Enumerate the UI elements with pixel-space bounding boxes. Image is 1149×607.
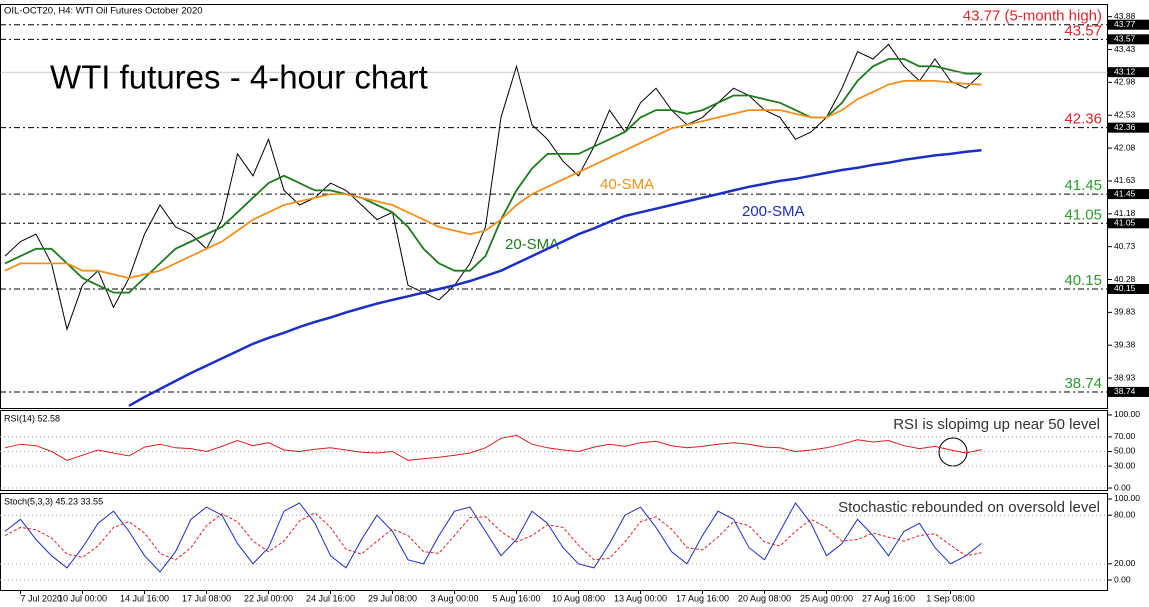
y-tick-label: 30.00	[1114, 460, 1136, 470]
axis-level-value: 43.77	[1114, 19, 1136, 29]
panel-title: RSI(14) 52.58	[4, 413, 60, 423]
y-tick-label: 20.00	[1114, 558, 1136, 568]
panel-title: Stoch(5,3,3) 45.23 33.55	[4, 496, 103, 506]
series-label: 200-SMA	[742, 203, 805, 220]
series-line	[4, 502, 982, 573]
series-line	[4, 80, 982, 279]
y-tick-label: 42.08	[1114, 142, 1136, 152]
x-tick-label: 3 Aug 00:00	[430, 593, 478, 603]
y-tick-label: 43.88	[1114, 11, 1136, 21]
x-tick-label: 7 Jul 2020	[21, 593, 63, 603]
level-label: 43.77 (5-month high)	[963, 8, 1102, 25]
x-tick-label: 24 Jul 16:00	[306, 593, 355, 603]
axis-level-value: 42.36	[1114, 122, 1136, 132]
axis-level-box	[1108, 386, 1149, 397]
y-tick-label: 42.53	[1114, 109, 1136, 119]
level-label: 40.15	[1064, 272, 1102, 289]
y-tick-label: 42.98	[1114, 77, 1136, 87]
series-line	[4, 512, 982, 561]
x-tick-label: 5 Aug 16:00	[492, 593, 540, 603]
x-tick-label: 14 Jul 16:00	[120, 593, 169, 603]
axis-level-value: 40.15	[1114, 283, 1136, 293]
level-label: 42.36	[1064, 111, 1102, 128]
x-tick-label: 13 Aug 00:00	[614, 593, 667, 603]
main-panel-frame	[0, 4, 1108, 409]
y-tick-label: 50.00	[1114, 446, 1136, 456]
axis-level-box	[1108, 19, 1149, 30]
panel-annotation: Stochastic rebounded on oversold level	[838, 499, 1100, 516]
y-tick-label: 40.73	[1114, 241, 1136, 251]
x-tick-label: 22 Jul 00:00	[244, 593, 293, 603]
y-tick-label: 40.28	[1114, 274, 1136, 284]
y-tick-label: 0.00	[1114, 482, 1131, 492]
x-tick-label: 10 Aug 08:00	[552, 593, 605, 603]
y-tick-label: 100.00	[1114, 493, 1140, 503]
level-label: 38.74	[1064, 375, 1102, 392]
y-tick-label: 39.38	[1114, 339, 1136, 349]
y-tick-label: 43.43	[1114, 44, 1136, 54]
x-tick-label: 17 Jul 08:00	[182, 593, 231, 603]
y-tick-label: 39.83	[1114, 307, 1136, 317]
y-tick-label: 80.00	[1114, 509, 1136, 519]
x-tick-label: 20 Aug 08:00	[738, 593, 791, 603]
y-tick-label: 70.00	[1114, 431, 1136, 441]
axis-level-value: 43.57	[1114, 34, 1136, 44]
level-label: 41.05	[1064, 206, 1102, 223]
series-line	[4, 43, 982, 331]
axis-level-box	[1108, 189, 1149, 200]
series-label: 20-SMA	[505, 236, 559, 253]
axis-level-value: 41.05	[1114, 218, 1136, 228]
level-label: 41.45	[1064, 177, 1102, 194]
axis-level-value: 38.74	[1114, 386, 1136, 396]
x-tick-label: 27 Aug 16:00	[862, 593, 915, 603]
axis-level-box	[1108, 122, 1149, 133]
y-tick-label: 41.18	[1114, 208, 1136, 218]
series-line	[128, 149, 982, 407]
chart-title: WTI futures - 4-hour chart	[50, 59, 428, 96]
y-tick-label: 38.93	[1114, 372, 1136, 382]
x-tick-label: 10 Jul 00:00	[58, 593, 107, 603]
stoch-panel-frame	[0, 493, 1108, 591]
series-label: 40-SMA	[600, 176, 654, 193]
axis-level-box	[1108, 34, 1149, 45]
axis-level-value: 41.45	[1114, 188, 1136, 198]
series-line	[4, 434, 982, 461]
last-price-label: 43.12	[1114, 66, 1136, 76]
panel-annotation: RSI is slopimg up near 50 level	[893, 416, 1100, 433]
axis-level-box	[1108, 283, 1149, 294]
last-price-box	[1108, 67, 1149, 78]
axis-level-box	[1108, 218, 1149, 229]
y-tick-label: 41.63	[1114, 175, 1136, 185]
rsi-panel-frame	[0, 410, 1108, 491]
y-tick-label: 0.00	[1114, 574, 1131, 584]
y-tick-label: 100.00	[1114, 409, 1140, 419]
x-tick-label: 29 Jul 08:00	[368, 593, 417, 603]
level-label: 43.57	[1064, 22, 1102, 39]
x-tick-label: 1 Sep 08:00	[926, 593, 975, 603]
x-tick-label: 25 Aug 00:00	[800, 593, 853, 603]
chart-subtitle: OIL-OCT20, H4: WTI Oil Futures October 2…	[4, 6, 203, 17]
x-tick-label: 17 Aug 16:00	[676, 593, 729, 603]
